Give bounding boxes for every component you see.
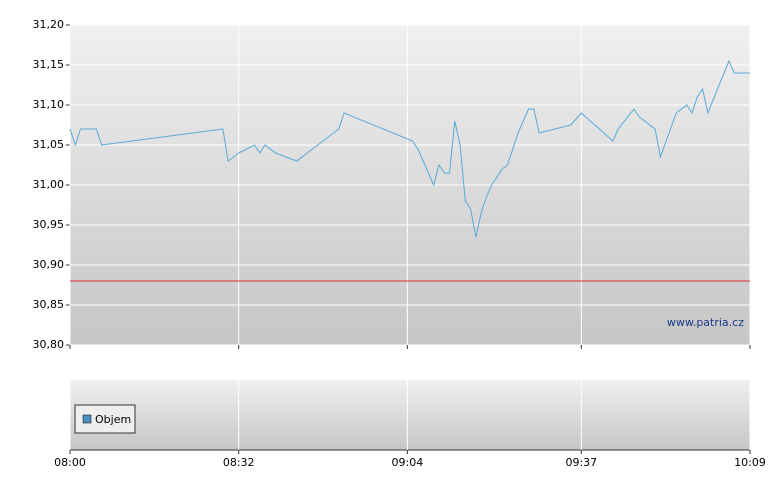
y-tick-label: 31,00	[33, 178, 65, 191]
y-tick-label: 30,95	[33, 218, 65, 231]
y-tick-label: 30,85	[33, 298, 65, 311]
x-tick-label: 08:32	[223, 456, 255, 469]
x-tick-label: 08:00	[54, 456, 86, 469]
y-tick-label: 31,05	[33, 138, 65, 151]
price-line	[69, 59, 750, 238]
y-tick-label: 31,20	[33, 18, 65, 31]
volume-area	[70, 380, 750, 450]
legend-label: Objem	[95, 413, 131, 426]
y-tick-label: 31,10	[33, 98, 65, 111]
y-tick-label: 30,90	[33, 258, 65, 271]
y-tick-label: 30,80	[33, 338, 65, 351]
x-tick-label: 09:04	[392, 456, 424, 469]
x-tick-label: 10:09	[734, 456, 766, 469]
x-tick-label: 09:37	[565, 456, 597, 469]
y-tick-label: 31,15	[33, 58, 65, 71]
watermark: www.patria.cz	[667, 316, 744, 329]
legend-swatch	[82, 414, 92, 424]
